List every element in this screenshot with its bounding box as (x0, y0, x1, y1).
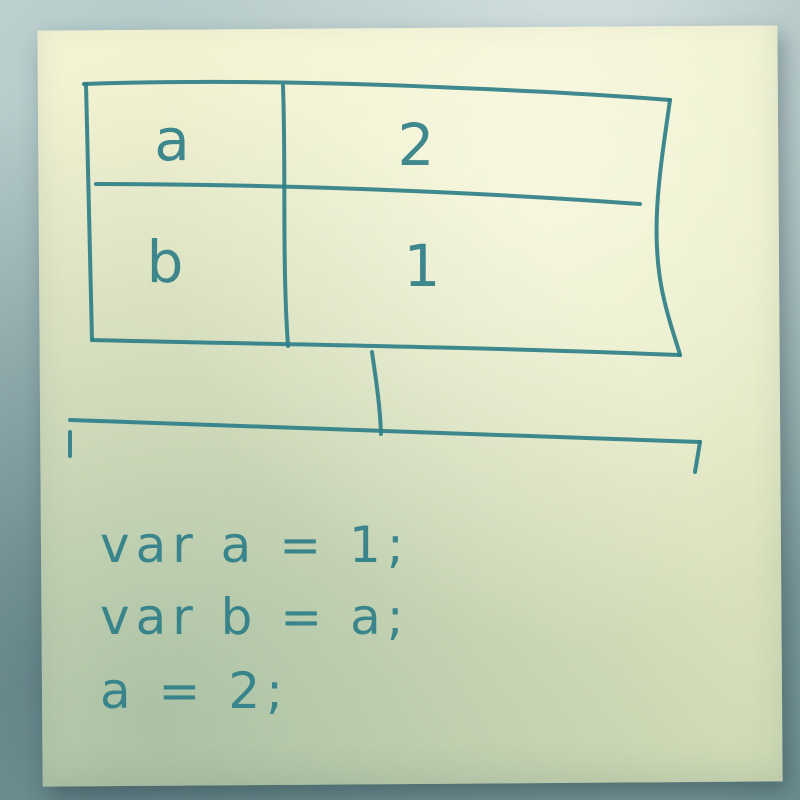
table-left-border (84, 82, 94, 342)
table-row-1-name: a (154, 106, 190, 174)
table-right-border (654, 98, 682, 357)
table-bottom-border (90, 338, 682, 357)
table-row-divider (94, 182, 642, 206)
table-row-2-name: b (147, 228, 184, 296)
table-column-divider (281, 84, 290, 348)
table-row-1-value: 2 (398, 111, 435, 179)
code-line-3: a = 2; (100, 662, 289, 720)
table-row-2-value: 1 (404, 232, 441, 300)
table-top-border (82, 79, 672, 102)
brace-stem (370, 350, 383, 436)
code-line-2: var b = a; (100, 588, 410, 646)
brace-bar (68, 418, 702, 444)
code-brace (68, 350, 702, 474)
memory-table (82, 79, 682, 357)
brace-right-tick (693, 440, 702, 474)
code-line-1: var a = 1; (100, 516, 410, 574)
